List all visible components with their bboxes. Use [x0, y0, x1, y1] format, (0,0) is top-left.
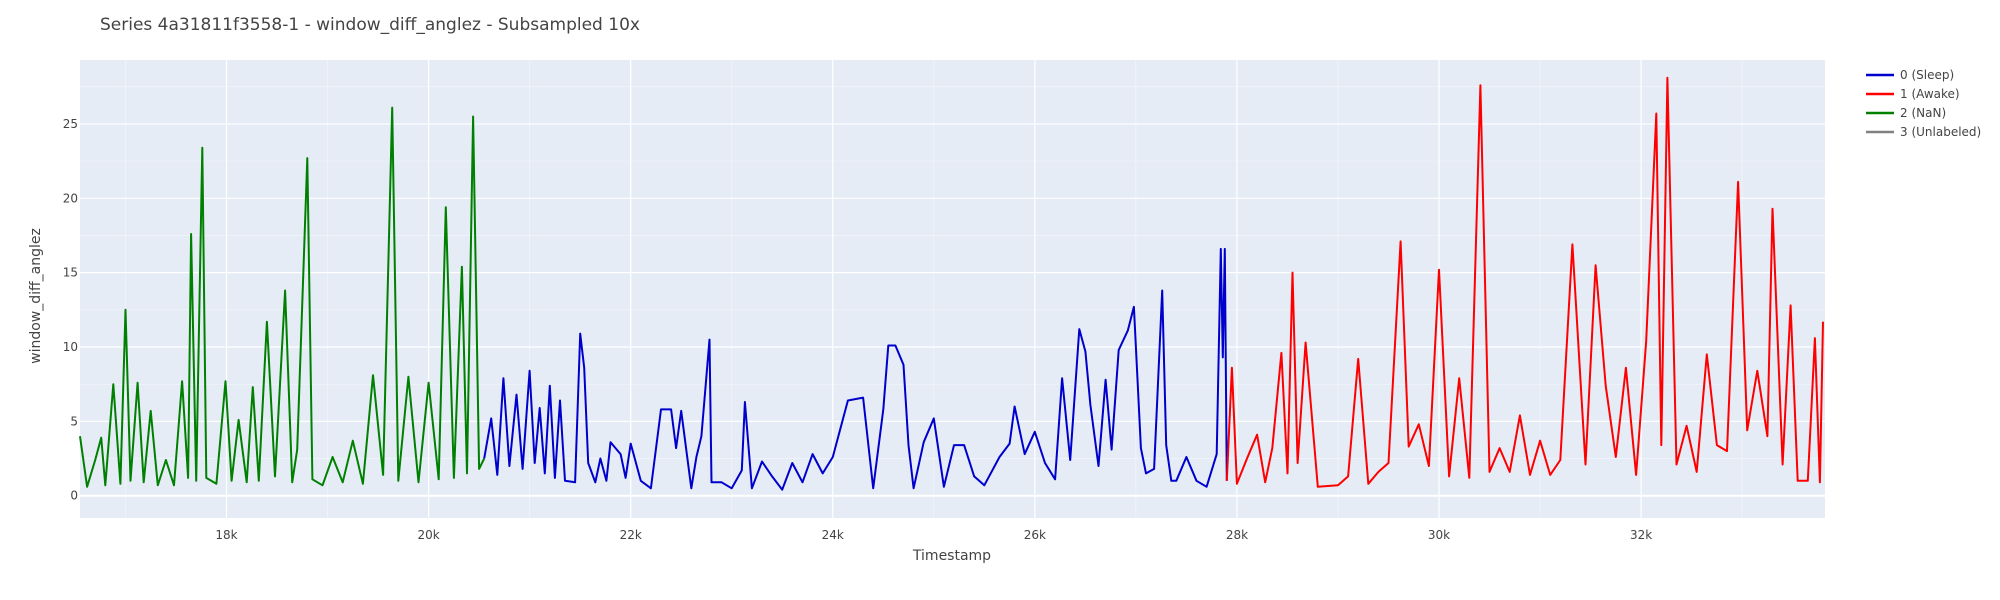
y-tick-label: 5 [70, 414, 78, 428]
y-axis-title: window_diff_anglez [28, 228, 44, 364]
x-tick-label: 30k [1428, 528, 1450, 542]
legend-label[interactable]: 2 (NaN) [1900, 106, 1946, 120]
x-tick-label: 24k [822, 528, 844, 542]
chart-title: Series 4a31811f3558-1 - window_diff_angl… [100, 15, 640, 35]
x-tick-label: 26k [1024, 528, 1046, 542]
y-tick-label: 10 [63, 340, 78, 354]
legend-label[interactable]: 3 (Unlabeled) [1900, 125, 1981, 139]
x-axis-ticks: 18k 20k 22k 24k 26k 28k 30k 32k [215, 528, 1652, 542]
y-tick-label: 25 [63, 117, 78, 131]
x-tick-label: 20k [417, 528, 439, 542]
legend-label[interactable]: 0 (Sleep) [1900, 68, 1954, 82]
y-tick-label: 15 [63, 266, 78, 280]
gridlines [80, 60, 1825, 518]
x-tick-label: 22k [620, 528, 642, 542]
plot-area[interactable] [80, 60, 1825, 518]
legend-label[interactable]: 1 (Awake) [1900, 87, 1960, 101]
x-tick-label: 18k [215, 528, 237, 542]
y-axis-ticks: 0 5 10 15 20 25 [63, 117, 78, 503]
x-axis-title: Timestamp [912, 548, 991, 564]
x-tick-label: 32k [1630, 528, 1652, 542]
series-line[interactable] [1225, 76, 1824, 488]
series-lines [79, 76, 1824, 491]
x-tick-label: 28k [1226, 528, 1248, 542]
legend[interactable]: 0 (Sleep) 1 (Awake) 2 (NaN) 3 (Unlabeled) [1866, 68, 1981, 139]
series-line[interactable] [79, 106, 486, 488]
y-tick-label: 0 [70, 489, 78, 503]
series-line[interactable] [483, 247, 1228, 491]
y-tick-label: 20 [63, 191, 78, 205]
